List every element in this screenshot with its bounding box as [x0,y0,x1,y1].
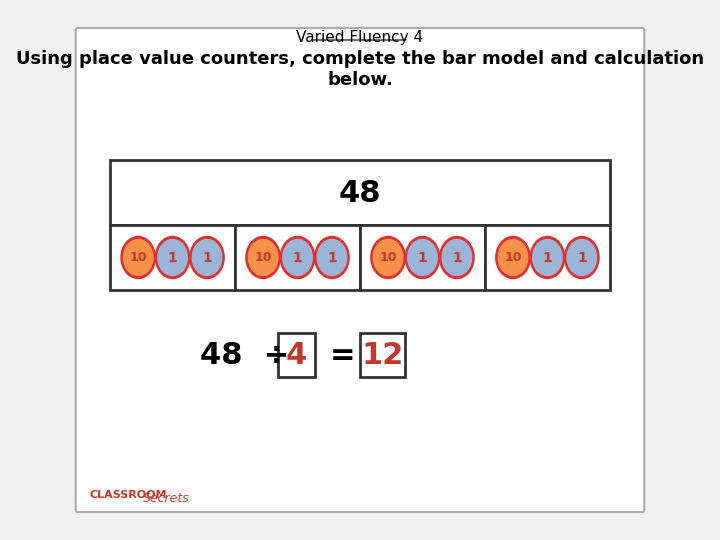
Circle shape [530,237,564,279]
Circle shape [190,237,224,279]
Text: 4: 4 [286,341,307,369]
Text: Using place value counters, complete the bar model and calculation
below.: Using place value counters, complete the… [16,50,704,89]
FancyBboxPatch shape [76,28,644,512]
FancyBboxPatch shape [485,225,610,290]
Circle shape [123,240,153,275]
Text: CLASSROOM: CLASSROOM [90,490,167,500]
Circle shape [498,240,528,275]
Text: 48: 48 [338,179,382,207]
Circle shape [315,237,349,279]
FancyBboxPatch shape [278,333,315,377]
Circle shape [440,237,474,279]
Text: =: = [330,341,355,369]
FancyBboxPatch shape [110,160,610,225]
Text: 48  ÷: 48 ÷ [200,341,289,369]
Circle shape [371,237,405,279]
Circle shape [246,237,280,279]
Circle shape [567,240,597,275]
Text: 1: 1 [202,251,212,265]
Text: 1: 1 [418,251,428,265]
FancyBboxPatch shape [110,225,235,290]
Text: 10: 10 [379,251,397,264]
Circle shape [192,240,222,275]
Text: 10: 10 [254,251,272,264]
FancyBboxPatch shape [235,225,360,290]
Text: 1: 1 [327,251,337,265]
Text: 1: 1 [577,251,587,265]
Circle shape [156,237,190,279]
Circle shape [248,240,278,275]
FancyBboxPatch shape [360,225,485,290]
Text: 12: 12 [361,341,404,369]
Text: 10: 10 [504,251,522,264]
Text: 1: 1 [452,251,462,265]
Text: 1: 1 [168,251,177,265]
Circle shape [373,240,402,275]
Text: Varied Fluency 4: Varied Fluency 4 [297,30,423,45]
Text: 1: 1 [292,251,302,265]
Circle shape [533,240,562,275]
Circle shape [158,240,187,275]
Text: 10: 10 [130,251,147,264]
Circle shape [283,240,312,275]
Circle shape [408,240,437,275]
Circle shape [318,240,347,275]
Circle shape [121,237,156,279]
Circle shape [496,237,530,279]
FancyBboxPatch shape [360,333,405,377]
Text: Secrets: Secrets [143,491,189,504]
Circle shape [280,237,315,279]
Circle shape [405,237,440,279]
Circle shape [564,237,599,279]
Circle shape [442,240,472,275]
Text: 1: 1 [543,251,552,265]
